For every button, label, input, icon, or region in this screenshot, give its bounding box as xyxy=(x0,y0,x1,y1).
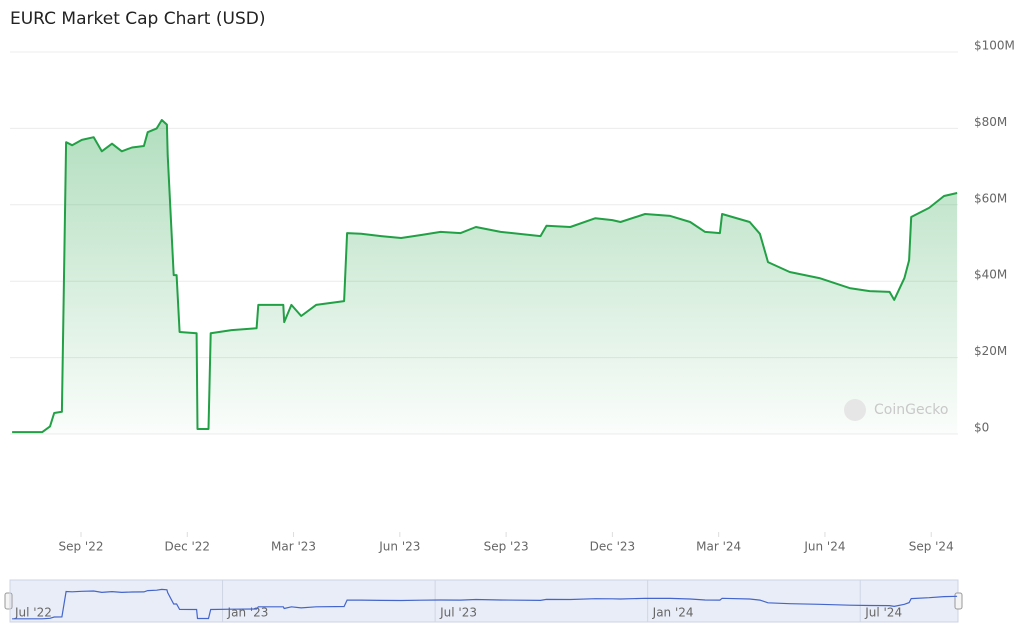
navigator-tick-label: Jul '24 xyxy=(864,606,902,620)
x-tick-label: Jun '24 xyxy=(803,540,845,554)
y-tick-label: $100M xyxy=(974,39,1015,53)
x-tick-label: Sep '24 xyxy=(909,540,954,554)
navigator-handle[interactable] xyxy=(954,592,963,610)
navigator-tick-label: Jan '24 xyxy=(652,606,694,620)
watermark-logo xyxy=(844,399,866,421)
navigator-tick-label: Jan '23 xyxy=(227,606,269,620)
x-tick-label: Mar '24 xyxy=(696,540,741,554)
navigator-handle[interactable] xyxy=(4,592,13,610)
x-tick-label: Dec '22 xyxy=(164,540,210,554)
x-tick-label: Jun '23 xyxy=(378,540,420,554)
x-tick-label: Mar '23 xyxy=(271,540,316,554)
y-tick-label: $60M xyxy=(974,191,1007,205)
y-tick-label: $40M xyxy=(974,268,1007,282)
x-tick-label: Sep '22 xyxy=(58,540,103,554)
x-tick-label: Sep '23 xyxy=(484,540,529,554)
navigator-line xyxy=(12,588,958,620)
navigator-tick-label: Jul '22 xyxy=(14,606,52,620)
y-tick-label: $0 xyxy=(974,421,989,435)
chart-title: EURC Market Cap Chart (USD) xyxy=(10,9,265,29)
x-tick-label: Dec '23 xyxy=(590,540,636,554)
y-tick-label: $80M xyxy=(974,115,1007,129)
navigator-tick-label: Jul '23 xyxy=(439,606,477,620)
area xyxy=(12,120,958,434)
watermark: CoinGecko xyxy=(874,402,948,418)
line xyxy=(12,119,958,434)
y-tick-label: $20M xyxy=(974,344,1007,358)
navigator[interactable] xyxy=(9,579,959,623)
